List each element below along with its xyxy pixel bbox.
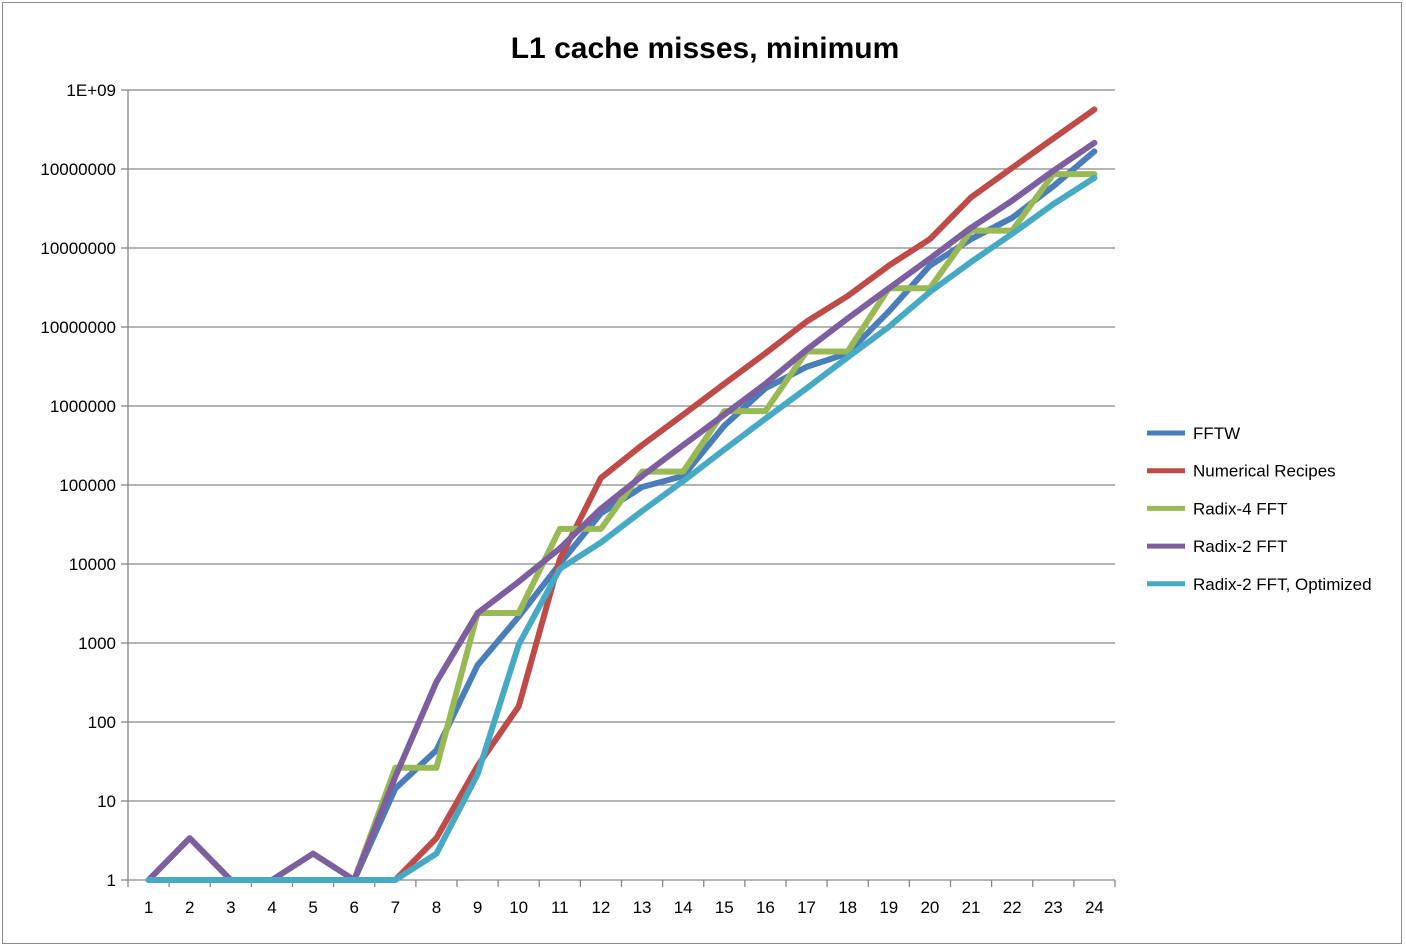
x-tick-label: 18 bbox=[838, 898, 857, 917]
legend-label: Radix-2 FFT, Optimized bbox=[1193, 575, 1372, 594]
x-tick-label: 13 bbox=[633, 898, 652, 917]
x-tick-label: 15 bbox=[715, 898, 734, 917]
x-tick-label: 14 bbox=[674, 898, 693, 917]
x-tick-label: 7 bbox=[391, 898, 400, 917]
x-tick-label: 19 bbox=[879, 898, 898, 917]
x-tick-label: 21 bbox=[962, 898, 981, 917]
chart-canvas: L1 cache misses, minimum 1 10 100 1000 10000… bbox=[40, 32, 1372, 917]
x-tick-label: 20 bbox=[920, 898, 939, 917]
x-tick-label: 24 bbox=[1085, 898, 1104, 917]
y-tick-label: 1000000 bbox=[50, 397, 116, 416]
x-tick-label: 12 bbox=[591, 898, 610, 917]
legend-label: FFTW bbox=[1193, 424, 1240, 443]
y-tick-label: 10000000 bbox=[40, 239, 116, 258]
x-tick-label: 3 bbox=[226, 898, 235, 917]
legend-label: Radix-2 FFT bbox=[1193, 537, 1287, 556]
x-tick-label: 10 bbox=[509, 898, 528, 917]
x-tick-label: 23 bbox=[1044, 898, 1063, 917]
x-tick-label: 8 bbox=[432, 898, 441, 917]
x-tick-label: 22 bbox=[1003, 898, 1022, 917]
y-tick-label: 100000 bbox=[59, 476, 116, 495]
chart-title: L1 cache misses, minimum bbox=[511, 32, 900, 65]
x-tick-label: 17 bbox=[797, 898, 816, 917]
series-lines bbox=[145, 106, 1098, 883]
x-tick-label: 16 bbox=[756, 898, 775, 917]
x-tick-label: 11 bbox=[551, 898, 569, 917]
x-tick-label: 1 bbox=[144, 898, 153, 917]
y-tick-label: 1 bbox=[107, 871, 116, 890]
x-tick-label: 5 bbox=[308, 898, 317, 917]
x-tick-label: 6 bbox=[349, 898, 358, 917]
y-tick-label: 10000000 bbox=[40, 318, 116, 337]
legend-label: Numerical Recipes bbox=[1193, 462, 1336, 481]
y-tick-label: 10000 bbox=[69, 555, 116, 574]
y-tick-label: 1E+09 bbox=[66, 81, 116, 100]
x-tick-label: 2 bbox=[185, 898, 194, 917]
y-tick-label: 1000 bbox=[78, 634, 116, 653]
y-tick-label: 10 bbox=[97, 792, 116, 811]
series-line-5 bbox=[145, 174, 1098, 883]
x-tick-label: 4 bbox=[267, 898, 276, 917]
x-tick-label: 9 bbox=[473, 898, 482, 917]
axes: 1 10 100 1000 10000 100000 1000000 10000000 1000… bbox=[40, 81, 1116, 917]
y-tick-label: 100 bbox=[88, 713, 116, 732]
legend: FFTW Numerical Recipes Radix-4 FFT Radix-2 … bbox=[1147, 424, 1372, 594]
y-tick-label: 10000000 bbox=[40, 160, 116, 179]
legend-label: Radix-4 FFT bbox=[1193, 499, 1287, 518]
gridlines bbox=[128, 89, 1115, 802]
series-line-4 bbox=[145, 139, 1098, 883]
